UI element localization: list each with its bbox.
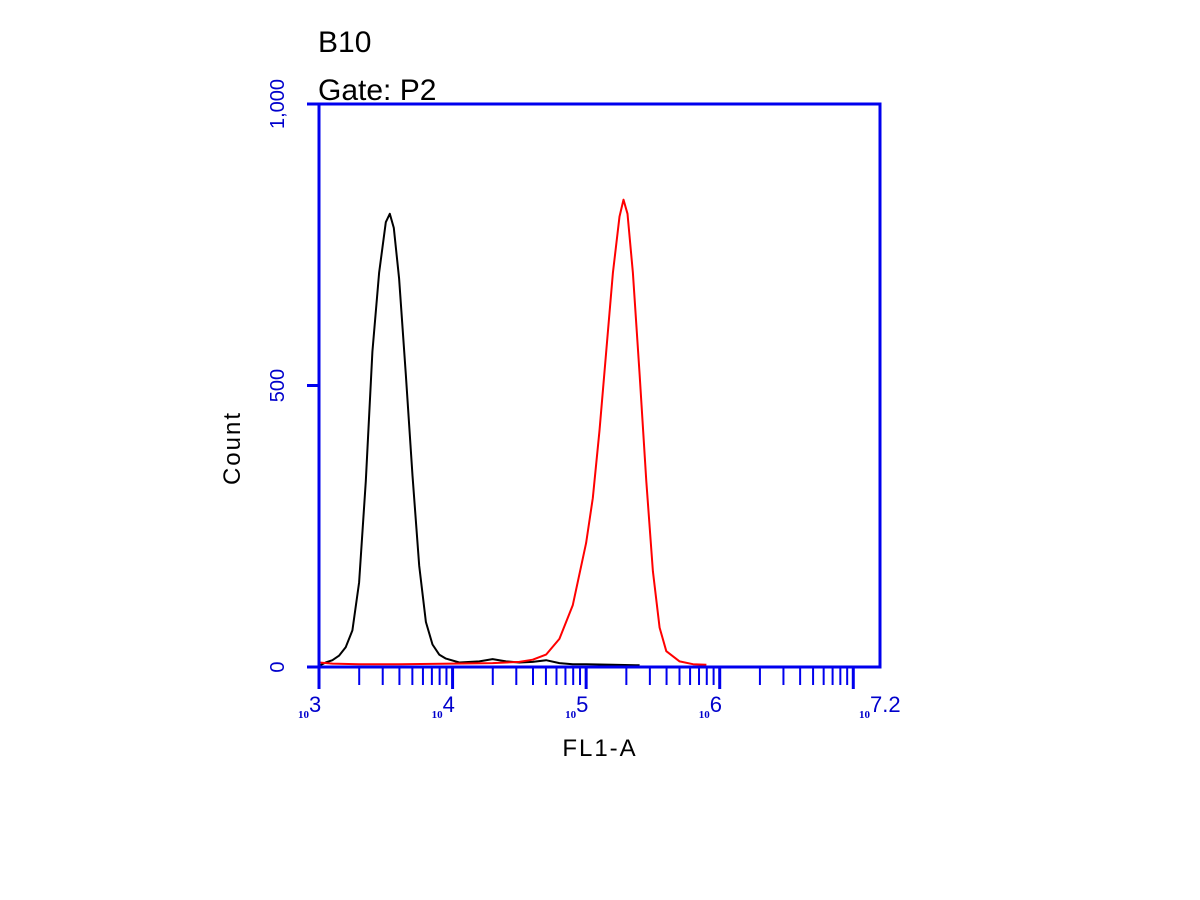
y-tick-label: 0 — [267, 661, 289, 672]
y-axis-title: Count — [219, 411, 246, 485]
x-axis: 103 104 105 106 107.2 — [298, 667, 901, 721]
x-tick-label: 107.2 — [859, 692, 901, 721]
y-tick-label: 500 — [267, 369, 289, 402]
y-tick-label: 1,000 — [267, 79, 289, 129]
series-layer — [318, 198, 707, 667]
histogram-series-1 — [318, 212, 640, 667]
plot-frame — [317, 102, 882, 669]
chart-title: B10 — [318, 26, 371, 59]
chart-subtitle: Gate: P2 — [318, 74, 436, 107]
x-tick-label: 103 — [298, 692, 321, 721]
x-tick-label: 106 — [699, 692, 722, 721]
x-tick-label: 105 — [565, 692, 588, 721]
histogram-series-2 — [318, 198, 707, 666]
y-axis: 0 500 1,000 — [267, 79, 319, 673]
x-tick-label: 104 — [432, 692, 455, 721]
x-axis-title: FL1-A — [562, 735, 637, 762]
